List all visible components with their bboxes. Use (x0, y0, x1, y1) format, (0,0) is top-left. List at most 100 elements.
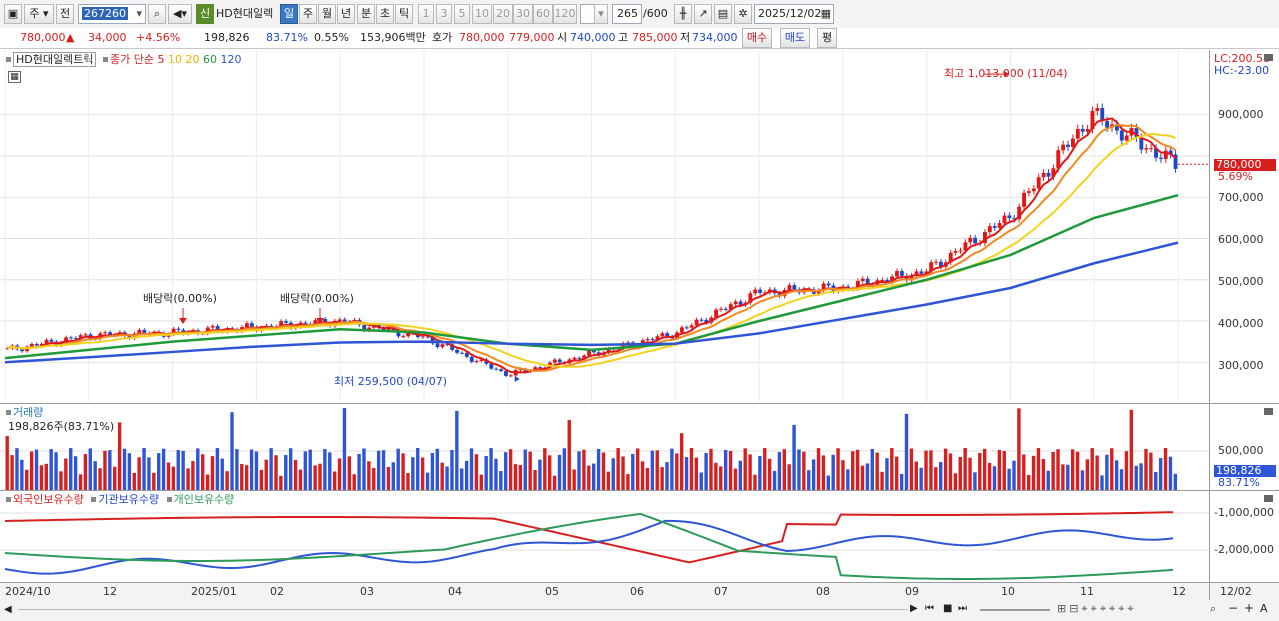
x-axis-label: 08 (816, 585, 830, 598)
volume-bar (924, 450, 928, 490)
main-toolbar: ▣ 주 ▾ 전 267260 ▾ ⌕ ◀▾ 신 HD현대일렉 일 주 월 년 분 … (0, 0, 1279, 29)
zoom-out-icon[interactable]: − (1228, 601, 1239, 615)
volume-bar (303, 451, 308, 490)
stop-icon[interactable]: ■ (943, 603, 953, 614)
volume-bar (386, 466, 391, 490)
date-value: 2025/12/02 (758, 7, 822, 20)
period-month-button[interactable]: 월 (318, 4, 336, 24)
volume-bar (264, 459, 268, 490)
draw-line-icon[interactable]: ↗ (694, 4, 712, 24)
holding-chart[interactable] (0, 491, 1279, 583)
volume-bar (376, 450, 381, 490)
period-day-button[interactable]: 일 (280, 4, 298, 24)
price-axis-tick: 600,000 (1218, 233, 1264, 246)
candle-body (508, 375, 513, 377)
period-type-dropdown[interactable]: 주 ▾ (24, 4, 54, 24)
volume-bar (1066, 464, 1070, 490)
font-size-icon[interactable]: A (1260, 602, 1268, 615)
volume-bar (631, 453, 635, 490)
zoom-search-icon[interactable]: ⌕ (1210, 602, 1217, 615)
volume-bar (381, 450, 386, 490)
candle-body (816, 290, 821, 294)
candle-body (494, 368, 499, 370)
interval-30-button[interactable]: 30 (513, 4, 533, 24)
candle-body (679, 327, 684, 333)
price-chart[interactable] (0, 50, 1279, 402)
first-page-icon[interactable]: ⏮ (925, 603, 934, 614)
date-input[interactable]: 2025/12/02 ▦ (754, 4, 834, 24)
volume-bar (430, 453, 435, 490)
scroll-right-icon[interactable]: ▶ (910, 603, 918, 614)
calculator-icon[interactable]: ▦ (8, 71, 21, 83)
volume-bar (132, 472, 136, 490)
candle-type-icon[interactable]: ╫ (674, 4, 692, 24)
interval-60-button[interactable]: 60 (533, 4, 553, 24)
save-icon[interactable]: ▤ (714, 4, 732, 24)
candle-body (445, 344, 450, 346)
candle-body (1124, 135, 1129, 141)
scroll-track[interactable] (18, 609, 908, 610)
stock-code-input[interactable]: 267260 ▾ (78, 4, 146, 24)
candle-body (1163, 150, 1168, 159)
volume-bar (215, 448, 220, 490)
volume-bar (611, 458, 615, 490)
period-second-button[interactable]: 초 (376, 4, 394, 24)
high-price: 785,000 (632, 31, 678, 44)
volume-bar (93, 461, 97, 490)
sell-button[interactable]: 매도 (780, 28, 810, 48)
drawing-tools-icon[interactable]: ⊞⊟⌖⌖⌖⌖⌖⌖ (1057, 602, 1137, 615)
volume-bar (763, 448, 767, 490)
period-tick-button[interactable]: 틱 (395, 4, 413, 24)
last-page-icon[interactable]: ⏭ (958, 603, 967, 614)
zoom-slider[interactable] (980, 609, 1050, 611)
prev-button[interactable]: 전 (56, 4, 74, 24)
search-icon[interactable]: ⌕ (148, 4, 166, 24)
buy-button[interactable]: 매수 (742, 28, 772, 48)
candle-body (171, 328, 176, 335)
period-week-button[interactable]: 주 (299, 4, 317, 24)
chevron-down-icon[interactable]: ▾ (594, 4, 608, 24)
zoom-in-icon[interactable]: + (1244, 601, 1255, 615)
count-input[interactable]: 265 (612, 4, 642, 24)
volume-bar (968, 457, 972, 490)
speaker-icon[interactable]: ◀▾ (168, 4, 192, 24)
interval-20-button[interactable]: 20 (493, 4, 513, 24)
chart-settings-icon[interactable]: ▣ (4, 4, 22, 24)
calendar-icon[interactable]: ▦ (820, 7, 831, 20)
volume-chart[interactable] (0, 404, 1279, 490)
panel-close-icon[interactable] (1264, 408, 1273, 415)
candle-body (929, 262, 934, 272)
interval-3-button[interactable]: 3 (436, 4, 452, 24)
new-listing-badge: 신 (196, 4, 214, 24)
scroll-left-icon[interactable]: ◀ (4, 604, 12, 615)
interval-5-button[interactable]: 5 (454, 4, 470, 24)
stock-name[interactable]: HD현대일렉 (216, 7, 274, 20)
volume-legend: 거래량 (6, 406, 43, 420)
gear-icon[interactable]: ✲ (734, 4, 752, 24)
candle-body (464, 352, 469, 357)
period-minute-button[interactable]: 분 (357, 4, 375, 24)
volume-bar (337, 458, 342, 490)
panel-close-icon[interactable] (1264, 495, 1273, 502)
interval-1-button[interactable]: 1 (418, 4, 434, 24)
period-year-button[interactable]: 년 (337, 4, 355, 24)
volume-bar (396, 448, 400, 490)
candle-body (645, 339, 650, 341)
volume-bar (958, 456, 962, 490)
volume-bar (1124, 451, 1129, 490)
candle-body (880, 280, 885, 282)
candle-body (1036, 177, 1041, 189)
x-axis-label: 12 (1172, 585, 1186, 598)
interval-10-button[interactable]: 10 (472, 4, 492, 24)
stock-code-value: 267260 (82, 7, 128, 20)
candle-body (787, 285, 792, 291)
candle-body (826, 283, 831, 286)
panel-close-icon[interactable] (1264, 54, 1273, 61)
evaluate-button[interactable]: 평 (817, 28, 837, 48)
interval-120-button[interactable]: 120 (553, 4, 577, 24)
volume-bar (533, 470, 537, 490)
volume-bar (978, 452, 982, 490)
volume-current-tag: 198,826 (1214, 465, 1276, 477)
volume-bar (592, 463, 596, 490)
legend-stock-name[interactable]: HD현대일렉트릭 (13, 52, 97, 67)
